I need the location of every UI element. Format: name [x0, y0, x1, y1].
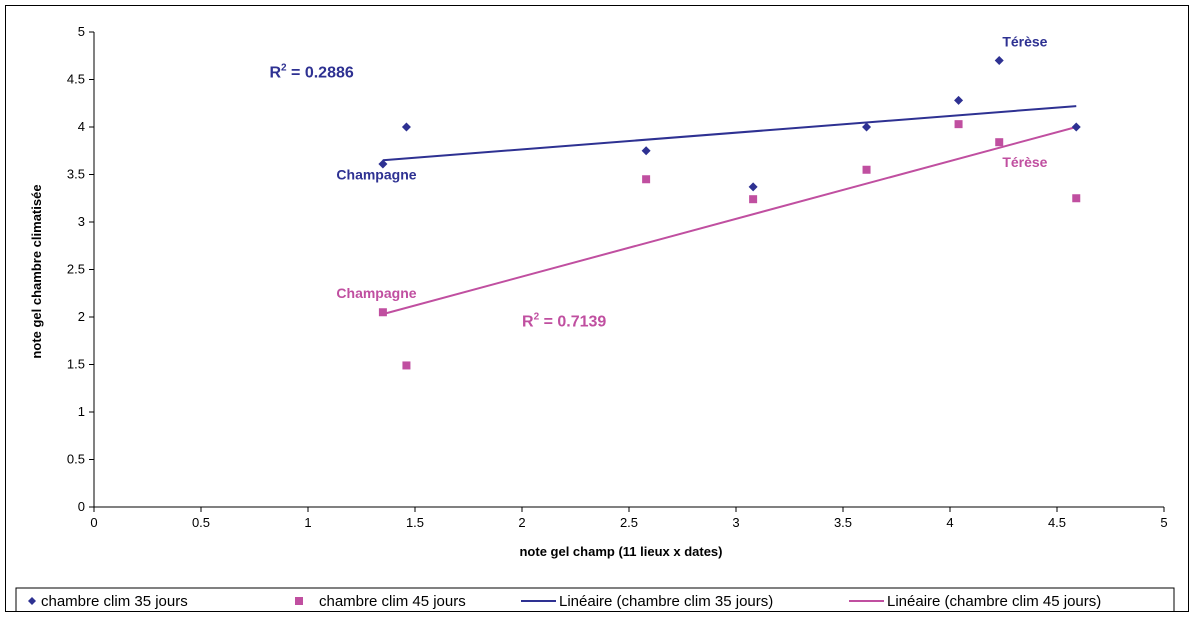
data-points: [378, 56, 1081, 370]
r-squared-value: = 0.2886: [287, 65, 354, 82]
point-45-jours: [995, 138, 1004, 147]
x-tick-label: 5: [1160, 515, 1167, 530]
y-ticks: 0 0.5 1 1.5 2 2.5 3 3.5 4 4.5 5: [67, 24, 94, 514]
r-squared-symbol: R: [269, 65, 281, 82]
y-tick-label: 1: [78, 404, 85, 419]
point-35-jours: [1071, 122, 1081, 132]
y-tick-label: 0: [78, 499, 85, 514]
annotations: Térèse Champagne Térèse Champagne: [336, 33, 1047, 301]
legend-square-marker: [295, 597, 303, 605]
y-tick-label: 3: [78, 214, 85, 229]
y-tick-label: 5: [78, 24, 85, 39]
r-squared-symbol: R: [522, 314, 534, 331]
x-tick-label: 0.5: [192, 515, 210, 530]
legend-box: [15, 587, 1175, 611]
x-tick-label: 4: [946, 515, 953, 530]
axes: 0 0.5 1 1.5 2 2.5 3 3.5 4 4.5 5 0 0.5 1 1.5 2 2.5 3 3.5 4 4…: [67, 24, 1168, 530]
legend-diamond-marker: [28, 597, 36, 605]
y-tick-label: 1.5: [67, 357, 85, 372]
x-tick-label: 2.5: [620, 515, 638, 530]
y-tick-label: 4: [78, 119, 85, 134]
point-annotation: Térèse: [1002, 154, 1047, 170]
point-35-jours: [401, 122, 411, 132]
x-tick-label: 4.5: [1048, 515, 1066, 530]
point-45-jours: [402, 361, 411, 370]
point-45-jours: [1072, 194, 1081, 203]
r-squared-exponent: 2: [281, 63, 287, 74]
point-35-jours: [862, 122, 872, 132]
point-annotation: Champagne: [336, 285, 416, 301]
x-tick-label: 1: [304, 515, 311, 530]
trendline-1: [382, 105, 1077, 162]
legend-label: Linéaire (chambre clim 45 jours): [887, 593, 1101, 610]
point-45-jours: [642, 175, 651, 184]
r-squared-label: R2 = 0.7139: [522, 312, 606, 331]
r-squared-label: R2 = 0.2886: [269, 63, 353, 82]
point-35-jours: [378, 159, 388, 169]
legend-label: Linéaire (chambre clim 35 jours): [559, 593, 773, 610]
y-tick-label: 2: [78, 309, 85, 324]
point-45-jours: [378, 308, 387, 317]
trendline-2: [382, 126, 1077, 316]
y-tick-label: 4.5: [67, 72, 85, 87]
scatter-chart: 0 0.5 1 1.5 2 2.5 3 3.5 4 4.5 5 0 0.5 1 1.5 2 2.5 3 3.5 4 4…: [15, 24, 1175, 611]
x-tick-label: 3: [732, 515, 739, 530]
x-ticks: 0 0.5 1 1.5 2 2.5 3 3.5 4 4.5 5: [90, 507, 1168, 530]
x-axis-title: note gel champ (11 lieux x dates): [519, 544, 722, 559]
chart-frame: 0 0.5 1 1.5 2 2.5 3 3.5 4 4.5 5 0 0.5 1 1.5 2 2.5 3 3.5 4 4…: [5, 5, 1189, 612]
r-squared-value: = 0.7139: [539, 314, 606, 331]
y-tick-label: 3.5: [67, 167, 85, 182]
y-tick-label: 0.5: [67, 452, 85, 467]
legend-label: chambre clim 45 jours: [319, 593, 466, 610]
legend-label: chambre clim 35 jours: [41, 593, 188, 610]
r-squared-exponent: 2: [534, 312, 540, 323]
x-tick-label: 0: [90, 515, 97, 530]
point-45-jours: [954, 120, 963, 129]
point-35-jours: [641, 146, 651, 156]
point-35-jours: [954, 95, 964, 105]
x-tick-label: 2: [518, 515, 525, 530]
trendlines: [382, 105, 1077, 316]
point-45-jours: [862, 165, 871, 174]
legend: chambre clim 35 jours chambre clim 45 jou…: [15, 587, 1175, 611]
point-annotation: Champagne: [336, 166, 416, 182]
y-axis-title: note gel chambre climatisée: [29, 184, 44, 358]
point-35-jours: [748, 182, 758, 192]
x-tick-label: 3.5: [834, 515, 852, 530]
x-tick-label: 1.5: [406, 515, 424, 530]
point-45-jours: [749, 195, 758, 204]
point-annotation: Térèse: [1002, 33, 1047, 49]
point-35-jours: [994, 56, 1004, 65]
y-tick-label: 2.5: [67, 262, 85, 277]
